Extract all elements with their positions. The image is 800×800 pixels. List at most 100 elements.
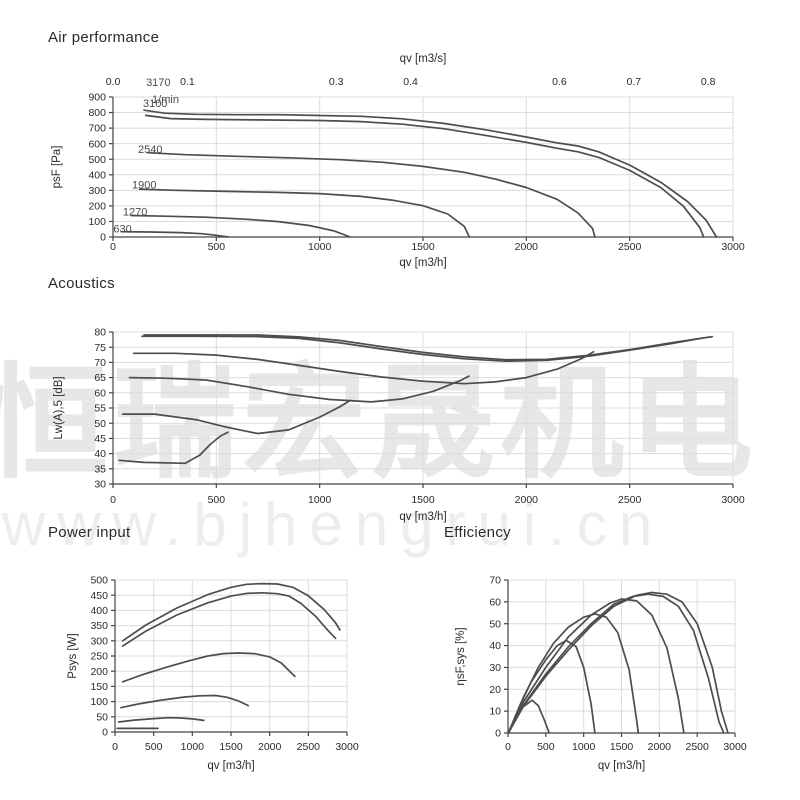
svg-text:150: 150 — [90, 681, 108, 693]
svg-text:2000: 2000 — [515, 241, 539, 253]
svg-text:qv [m3/h]: qv [m3/h] — [598, 760, 645, 772]
curve-3170-1/min — [143, 109, 718, 238]
svg-text:500: 500 — [88, 154, 106, 166]
svg-text:70: 70 — [94, 357, 106, 369]
curve-2540-1/min — [132, 350, 595, 385]
svg-text:40: 40 — [489, 640, 501, 652]
svg-text:75: 75 — [94, 342, 106, 354]
acoustics-title: Acoustics — [48, 275, 115, 292]
svg-text:800: 800 — [88, 107, 106, 119]
svg-text:0.8: 0.8 — [701, 76, 716, 88]
svg-text:Psys [W]: Psys [W] — [67, 633, 79, 678]
svg-text:60: 60 — [489, 596, 501, 608]
svg-text:200: 200 — [90, 666, 108, 678]
svg-text:2500: 2500 — [618, 241, 642, 253]
svg-text:1500: 1500 — [411, 241, 435, 253]
svg-text:65: 65 — [94, 372, 106, 384]
power-input-chart: 0 50 100 150 200 250 300 350 400 450 500 0 500 1000 15… — [67, 575, 359, 772]
svg-text:3000: 3000 — [723, 741, 747, 753]
svg-text:0: 0 — [112, 741, 118, 753]
air-performance-title: Air performance — [48, 29, 160, 46]
svg-text:400: 400 — [88, 169, 106, 181]
svg-text:30: 30 — [489, 662, 501, 674]
svg-text:psF [Pa]: psF [Pa] — [51, 146, 63, 189]
svg-text:500: 500 — [208, 241, 226, 253]
svg-text:60: 60 — [94, 387, 106, 399]
acoustics-chart: 30 35 40 45 50 55 60 65 70 75 80 0 500 1000 1500 2000 25… — [53, 327, 745, 523]
curve-630-1/min — [118, 431, 229, 465]
watermark-cjk-text: 恒瑞宏晟机电 — [0, 355, 759, 493]
svg-text:0.6: 0.6 — [552, 76, 567, 88]
svg-text:0: 0 — [505, 741, 511, 753]
svg-text:40: 40 — [94, 448, 106, 460]
curve-630-1/min — [507, 699, 551, 734]
svg-text:0.7: 0.7 — [626, 76, 641, 88]
svg-text:55: 55 — [94, 403, 106, 415]
svg-text:100: 100 — [88, 216, 106, 228]
curve-3100-1/min — [144, 114, 705, 238]
svg-text:50: 50 — [489, 618, 501, 630]
watermark-url-text: www.bjhengrui.cn — [2, 491, 665, 558]
svg-text:50: 50 — [96, 711, 108, 723]
svg-text:600: 600 — [88, 138, 106, 150]
svg-text:500: 500 — [537, 741, 555, 753]
curve-2540-1/min — [507, 598, 685, 734]
svg-text:1270: 1270 — [123, 207, 147, 219]
svg-text:Lw(A),5 [dB]: Lw(A),5 [dB] — [53, 376, 65, 439]
svg-text:3170: 3170 — [146, 77, 170, 89]
svg-text:1/min: 1/min — [152, 94, 179, 106]
svg-text:3000: 3000 — [335, 741, 359, 753]
curve-2540-1/min — [121, 652, 296, 683]
svg-text:350: 350 — [90, 620, 108, 632]
svg-text:70: 70 — [489, 575, 501, 587]
svg-text:qv [m3/h]: qv [m3/h] — [399, 511, 446, 523]
curve-3100-1/min — [121, 591, 337, 647]
curve-3170-1/min — [121, 582, 341, 642]
svg-text:2000: 2000 — [515, 494, 539, 506]
svg-text:qv [m3/h]: qv [m3/h] — [207, 760, 254, 772]
svg-text:1500: 1500 — [411, 494, 435, 506]
efficiency-chart: 0 10 20 30 40 50 60 70 0 500 1000 1500 2000 2500 3000 q… — [455, 575, 747, 772]
svg-text:3100: 3100 — [143, 98, 167, 110]
svg-text:630: 630 — [113, 224, 131, 236]
svg-text:0: 0 — [110, 494, 116, 506]
curve-1270-1/min — [117, 716, 205, 723]
curve-1270-1/min — [507, 639, 596, 734]
svg-text:2000: 2000 — [258, 741, 282, 753]
svg-text:500: 500 — [90, 575, 108, 587]
svg-text:0.1: 0.1 — [180, 76, 195, 88]
svg-text:2500: 2500 — [618, 494, 642, 506]
svg-text:3000: 3000 — [721, 494, 745, 506]
svg-text:2500: 2500 — [685, 741, 709, 753]
curve-1900-1/min — [128, 375, 470, 403]
svg-text:35: 35 — [94, 463, 106, 475]
svg-text:900: 900 — [88, 92, 106, 104]
curve-1900-1/min — [138, 188, 471, 238]
svg-text:0: 0 — [110, 241, 116, 253]
svg-text:2000: 2000 — [648, 741, 672, 753]
svg-text:qv [m3/h]: qv [m3/h] — [399, 257, 446, 269]
svg-text:45: 45 — [94, 433, 106, 445]
svg-text:450: 450 — [90, 590, 108, 602]
svg-text:ηsF,sys [%]: ηsF,sys [%] — [455, 627, 467, 685]
svg-text:30: 30 — [94, 479, 106, 491]
svg-text:100: 100 — [90, 696, 108, 708]
efficiency-title: Efficiency — [444, 524, 511, 541]
curve-1900-1/min — [507, 613, 640, 734]
svg-text:300: 300 — [88, 185, 106, 197]
svg-text:700: 700 — [88, 123, 106, 135]
svg-text:300: 300 — [90, 635, 108, 647]
svg-text:0: 0 — [100, 232, 106, 244]
svg-text:0: 0 — [102, 727, 108, 739]
svg-text:50: 50 — [94, 418, 106, 430]
svg-text:3000: 3000 — [721, 241, 745, 253]
svg-text:500: 500 — [145, 741, 163, 753]
svg-text:1000: 1000 — [308, 494, 332, 506]
svg-text:2500: 2500 — [297, 741, 321, 753]
curve-3100-1/min — [141, 335, 704, 363]
svg-text:1500: 1500 — [219, 741, 243, 753]
svg-text:1000: 1000 — [572, 741, 596, 753]
curve-3100-1/min — [507, 593, 725, 734]
curve-2540-1/min — [146, 151, 596, 238]
